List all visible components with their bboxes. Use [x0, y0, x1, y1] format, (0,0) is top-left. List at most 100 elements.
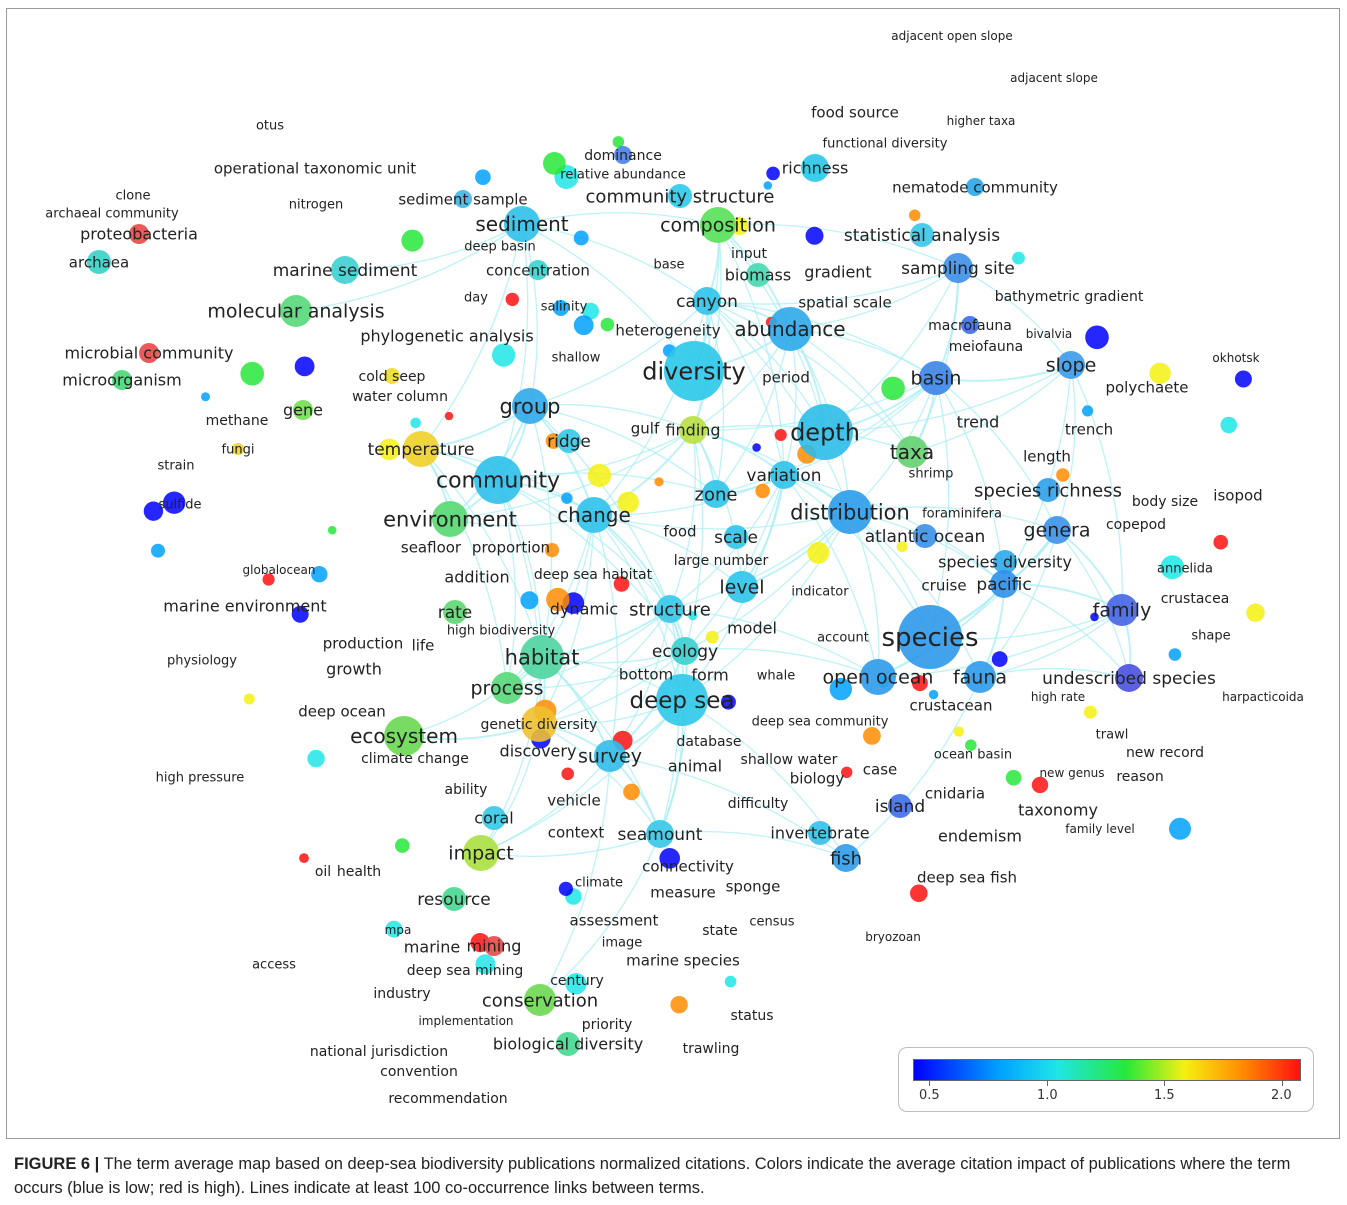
- co-occurrence-link: [344, 223, 523, 271]
- term-label: deep ocean: [298, 702, 386, 720]
- term-label: access: [252, 958, 296, 973]
- term-label: indicator: [791, 585, 849, 600]
- term-dot: [807, 542, 830, 564]
- term-dot: [755, 483, 770, 499]
- color-scale-bar: [913, 1059, 1301, 1081]
- term-dot: [385, 920, 403, 938]
- term-label: nematode community: [892, 178, 1058, 196]
- term-bubble: [664, 341, 724, 401]
- term-label: sponge: [726, 877, 781, 895]
- term-bubble: [828, 490, 872, 534]
- term-label: zone: [695, 484, 738, 505]
- term-label: mpa: [385, 923, 412, 937]
- term-bubble: [768, 307, 812, 351]
- co-occurrence-link: [529, 403, 694, 431]
- co-occurrence-link: [1003, 583, 1130, 679]
- term-label: archaeal community: [45, 207, 179, 222]
- term-label: genetic diversity: [481, 717, 598, 733]
- co-occurrence-link: [593, 300, 708, 516]
- term-label: proteobacteria: [80, 225, 198, 244]
- term-bubble: [331, 256, 359, 284]
- term-dot: [1031, 776, 1049, 794]
- term-bubble: [87, 250, 111, 274]
- term-label: species: [881, 623, 978, 653]
- term-dot: [327, 525, 337, 535]
- term-bubble: [280, 295, 312, 327]
- term-dot: [688, 611, 698, 621]
- term-dot: [617, 491, 639, 514]
- term-label: century: [550, 973, 604, 989]
- term-bubble: [512, 388, 548, 424]
- term-label: bottom: [619, 665, 673, 683]
- term-label: shallow water: [741, 752, 838, 768]
- term-dot: [1082, 405, 1094, 417]
- term-label: addition: [444, 568, 509, 587]
- term-label: implementation: [418, 1014, 513, 1028]
- term-bubble: [521, 706, 557, 742]
- term-label: deep basin: [464, 240, 535, 255]
- term-label: concentration: [486, 261, 590, 279]
- term-label: variation: [746, 466, 821, 486]
- term-bubble: [913, 524, 937, 548]
- term-label: climate: [575, 876, 623, 891]
- co-occurrence-link: [706, 300, 851, 513]
- co-occurrence-link: [684, 648, 879, 678]
- term-bubble: [668, 184, 692, 208]
- term-bubble: [990, 570, 1018, 598]
- term-label: body size: [1132, 494, 1198, 510]
- term-label: sulfide: [158, 498, 201, 513]
- co-occurrence-link: [849, 506, 1058, 531]
- term-dot: [262, 573, 275, 586]
- term-bubble: [1057, 351, 1085, 379]
- term-dot: [910, 884, 928, 903]
- term-label: bryozoan: [865, 930, 921, 944]
- term-bubble: [993, 550, 1017, 574]
- term-label: deep sea community: [752, 715, 889, 730]
- co-occurrence-link: [497, 479, 517, 689]
- term-dot: [805, 226, 824, 245]
- co-occurrence-link: [845, 676, 981, 859]
- term-label: national jurisdiction: [310, 1044, 448, 1060]
- term-label: level: [719, 577, 764, 599]
- term-label: coral: [474, 809, 513, 828]
- term-label: island: [875, 797, 925, 817]
- term-label: canyon: [676, 292, 738, 312]
- term-bubble: [679, 416, 707, 444]
- term-dot: [881, 376, 905, 401]
- legend-tick-label: 2.0: [1271, 1088, 1292, 1103]
- term-label: bathymetric gradient: [995, 289, 1144, 305]
- term-label: environment: [383, 507, 517, 531]
- term-label: composition: [660, 215, 776, 237]
- term-dot: [546, 587, 570, 612]
- term-label: macrofauna: [928, 318, 1012, 334]
- term-label: shape: [1191, 629, 1230, 644]
- term-label: length: [1023, 447, 1071, 465]
- term-dot: [1213, 534, 1228, 550]
- term-bubble: [112, 370, 132, 390]
- co-occurrence-link: [420, 448, 508, 689]
- co-occurrence-link: [497, 479, 686, 652]
- term-dot: [829, 677, 852, 701]
- term-label: crustacea: [1161, 591, 1230, 607]
- term-bubble: [129, 224, 149, 244]
- term-label: higher taxa: [947, 114, 1016, 128]
- term-label: shallow: [552, 351, 601, 366]
- term-label: marine: [404, 938, 460, 957]
- term-label: animal: [668, 757, 722, 776]
- co-occurrence-link: [692, 429, 743, 588]
- term-label: physiology: [167, 654, 237, 669]
- term-label: biology: [790, 769, 845, 787]
- term-label: marine species: [626, 951, 740, 969]
- co-occurrence-link: [669, 608, 879, 678]
- term-map: adjacent open slope adjacent slope food so…: [45, 29, 1304, 1107]
- term-label: species diversity: [938, 553, 1072, 572]
- term-label: oil: [315, 864, 331, 880]
- co-occurrence-link: [538, 514, 595, 725]
- legend-tick-label: 1.5: [1154, 1088, 1175, 1103]
- co-occurrence-link: [659, 830, 847, 859]
- term-dot: [311, 566, 328, 583]
- term-dot: [623, 783, 640, 801]
- term-label: vehicle: [547, 791, 600, 809]
- term-label: new genus: [1039, 766, 1104, 780]
- term-label: status: [730, 1008, 773, 1024]
